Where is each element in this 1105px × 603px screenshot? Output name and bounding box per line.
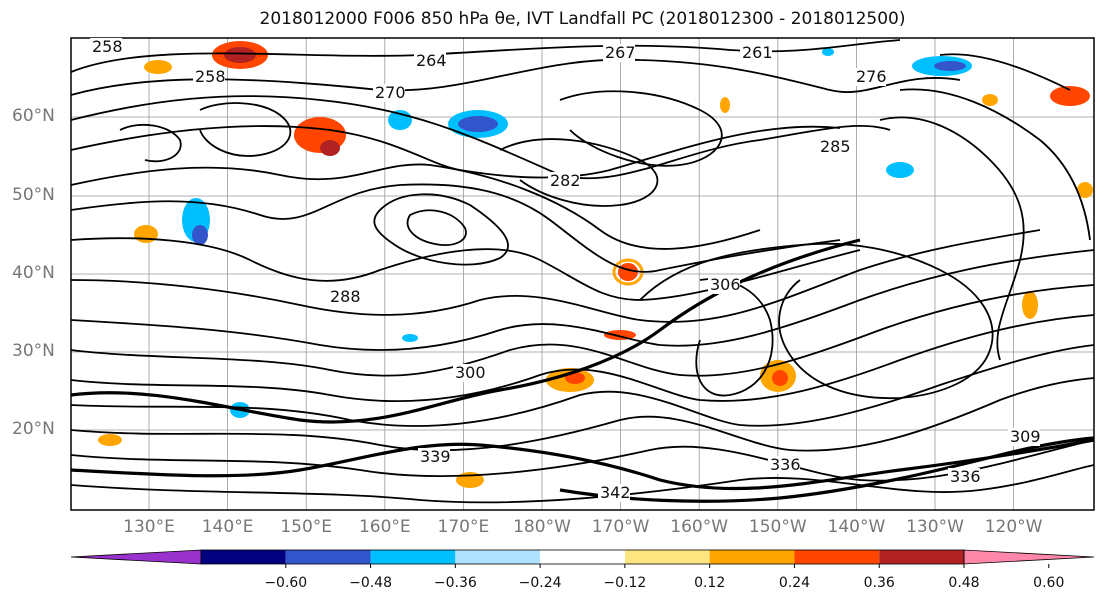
contour-label: 276: [856, 67, 887, 86]
contour-label: 300: [455, 363, 486, 382]
contour-bundle: [70, 238, 1095, 503]
contour-label: 261: [742, 43, 773, 62]
theta-e-contours: [70, 39, 1095, 504]
lon-label: 130°E: [123, 517, 175, 537]
contour-label: 336: [770, 455, 801, 474]
contour-label-bg: [598, 484, 630, 502]
contour-label: 282: [550, 171, 581, 190]
contour-label-bg: [818, 138, 850, 156]
contour-label: 309: [1010, 427, 1041, 446]
lon-label: 140°E: [201, 517, 254, 537]
colorbar-segment: [201, 550, 286, 564]
contour-label-bg: [373, 84, 405, 102]
contour-label-bg: [453, 364, 485, 382]
colorbar-segment: [370, 550, 456, 564]
colorbar-tick-label: −0.24: [518, 575, 562, 591]
colorbar-frame: [200, 549, 965, 565]
contour-labels: 264 267 261 276 258 258 270 285 282 288 306 309 336 3…: [90, 37, 1041, 502]
contour-label-bg: [603, 44, 635, 62]
colorbar-tick-label: 0.60: [1033, 575, 1065, 591]
contour-label-bg: [548, 172, 580, 190]
lat-label: 50°N: [12, 185, 55, 205]
lon-label: 150°W: [748, 517, 807, 537]
colorbar-tick-label: −0.36: [433, 575, 477, 591]
colorbar-extend-high: [963, 549, 1095, 565]
contour-label: 339: [420, 447, 451, 466]
colorbar-tick-label: −0.60: [264, 575, 308, 591]
contour-label: 264: [416, 51, 447, 70]
contour-label-bg: [90, 38, 122, 56]
lon-label: 170°E: [437, 517, 490, 537]
lon-label: 160°E: [358, 517, 411, 537]
lon-label: 180°W: [513, 517, 571, 537]
contour-label-bg: [948, 468, 980, 486]
map-title: 2018012000 F006 850 hPa θe, IVT Landfall…: [259, 9, 906, 29]
map-plot: 264 267 261 276 258 258 270 285 282 288 306 309 336 3…: [70, 37, 1095, 511]
colorbar: [70, 549, 1095, 568]
colorbar-segment: [285, 550, 371, 564]
contour-label: 336: [950, 467, 981, 486]
lon-label: 130°W: [906, 517, 964, 537]
colorbar-segment: [624, 550, 710, 564]
contour-label: 267: [605, 43, 636, 62]
lon-label: 160°W: [670, 517, 729, 537]
contour-label: 258: [92, 37, 123, 56]
lat-label: 30°N: [12, 341, 55, 361]
contour-label-bg: [854, 68, 886, 86]
colorbar-tick-label: −0.48: [349, 575, 392, 591]
shaded-anomalies: [98, 41, 1093, 488]
contour-label: 258: [195, 67, 226, 86]
map-frame: [70, 37, 1095, 511]
lon-label: 140°W: [827, 517, 886, 537]
colorbar-tick-label: 0.48: [948, 575, 980, 591]
lat-label: 60°N: [12, 106, 55, 126]
contour-label-bg: [768, 456, 800, 474]
contour-label: 270: [375, 83, 406, 102]
contour-label-bg: [328, 288, 360, 306]
colorbar-tick-label: 0.24: [778, 575, 811, 591]
contour-label-bg: [193, 68, 225, 86]
contour-label-bg: [414, 52, 446, 70]
contour-label: 306: [710, 275, 741, 294]
lon-label: 150°E: [280, 517, 333, 537]
lat-label: 40°N: [12, 263, 55, 283]
contour-label-bg: [740, 44, 772, 62]
colorbar-segment: [540, 550, 625, 564]
contour-label-bg: [708, 276, 740, 294]
contour-label-bg: [418, 448, 450, 466]
lat-label: 20°N: [12, 419, 55, 439]
contour-label-bg: [1008, 428, 1040, 446]
colorbar-tick-label: −0.12: [603, 575, 647, 591]
lon-label: 170°W: [591, 517, 650, 537]
colorbar-segment: [709, 550, 795, 564]
colorbar-tick-label: 0.36: [863, 575, 895, 591]
contour-label: 285: [820, 137, 851, 156]
colorbar-tick-label: 0.12: [694, 575, 726, 591]
contour-label: 342: [600, 483, 631, 502]
contour-label: 288: [330, 287, 361, 306]
colorbar-segment: [455, 550, 541, 564]
colorbar-segment: [879, 550, 964, 564]
lon-label: 120°W: [984, 517, 1043, 537]
colorbar-segment: [794, 550, 880, 564]
colorbar-extend-low: [70, 549, 202, 565]
